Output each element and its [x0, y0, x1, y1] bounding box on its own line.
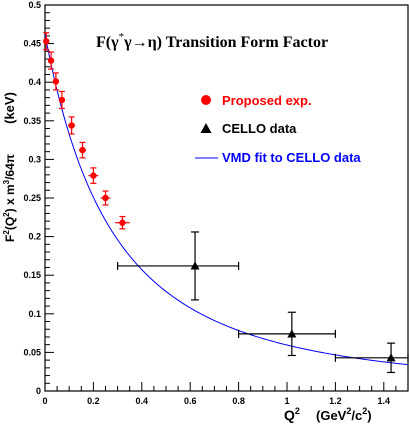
x-tick-label: 0.6 — [184, 396, 197, 406]
x-tick-label: 1 — [284, 396, 289, 406]
proposed-point — [88, 167, 99, 184]
axis-tick-labels: 0 0.2 0.4 0.6 0.8 1 1.2 1.4 0 0.05 0.1 0.15 0.2 0.25 0… — [23, 0, 390, 406]
cello-triangle-marker — [287, 329, 297, 338]
y-tick-label: 0.25 — [23, 193, 41, 203]
legend: Proposed exp. CELLO data VMD fit to CELL… — [195, 93, 361, 165]
cello-data-points — [116, 231, 409, 374]
proposed-circle-marker — [52, 78, 60, 85]
y-tick-label: 0.35 — [23, 116, 41, 126]
y-tick-label: 0.05 — [23, 347, 41, 357]
legend-label-vmd: VMD fit to CELLO data — [222, 150, 361, 165]
proposed-circle-marker — [79, 146, 86, 154]
plot-frame — [44, 4, 409, 392]
proposed-point — [43, 32, 50, 51]
proposed-circle-marker — [47, 57, 55, 64]
cello-point — [334, 342, 409, 374]
proposed-point — [100, 190, 111, 206]
cello-triangle-marker — [190, 261, 200, 270]
axis-ticks — [44, 4, 409, 392]
y-axis-title: F2(Q2) x m3/64π — [2, 154, 17, 242]
proposed-circle-marker — [68, 122, 75, 129]
x-tick-label: 0.2 — [87, 396, 100, 406]
vmd-fit-curve — [44, 34, 409, 366]
y-tick-label: 0.15 — [23, 270, 41, 280]
proposed-circle-marker — [58, 96, 66, 104]
y-tick-label: 0.3 — [28, 154, 41, 164]
cello-point — [238, 311, 336, 357]
proposed-circle-marker — [90, 172, 97, 179]
y-tick-label: 0.45 — [23, 39, 41, 49]
x-tick-label: 0.8 — [232, 396, 245, 406]
proposed-point — [115, 215, 130, 230]
y-axis-unit: (keV) — [2, 92, 17, 124]
legend-circle-marker — [201, 95, 211, 105]
x-tick-label: 1.4 — [378, 396, 391, 406]
proposed-circle-marker — [43, 38, 50, 45]
proposed-circle-marker — [119, 219, 126, 226]
legend-triangle-marker — [200, 123, 212, 133]
proposed-data-points — [43, 32, 130, 230]
x-axis-title-unit: (GeV2/c2) — [316, 406, 372, 423]
proposed-point — [52, 72, 60, 91]
x-tick-label: 0.4 — [136, 396, 149, 406]
legend-label-cello: CELLO data — [222, 121, 297, 136]
legend-label-proposed: Proposed exp. — [222, 93, 312, 108]
proposed-point — [58, 90, 66, 110]
proposed-circle-marker — [102, 194, 109, 202]
cello-triangle-marker — [386, 353, 396, 362]
x-tick-label: 0 — [42, 396, 47, 406]
proposed-point — [47, 51, 55, 70]
x-tick-label: 1.2 — [329, 396, 342, 406]
y-tick-label: 0 — [36, 386, 41, 396]
x-axis-title-q: Q2 — [284, 406, 300, 423]
y-tick-label: 0.2 — [28, 232, 41, 242]
y-tick-label: 0.5 — [28, 0, 41, 10]
proposed-point — [78, 141, 87, 159]
cello-point — [116, 231, 240, 301]
y-tick-label: 0.1 — [28, 309, 41, 319]
chart-title: F(γ*γ→η) Transition Form Factor — [96, 31, 328, 51]
proposed-point — [67, 116, 76, 135]
y-tick-label: 0.4 — [28, 77, 41, 87]
